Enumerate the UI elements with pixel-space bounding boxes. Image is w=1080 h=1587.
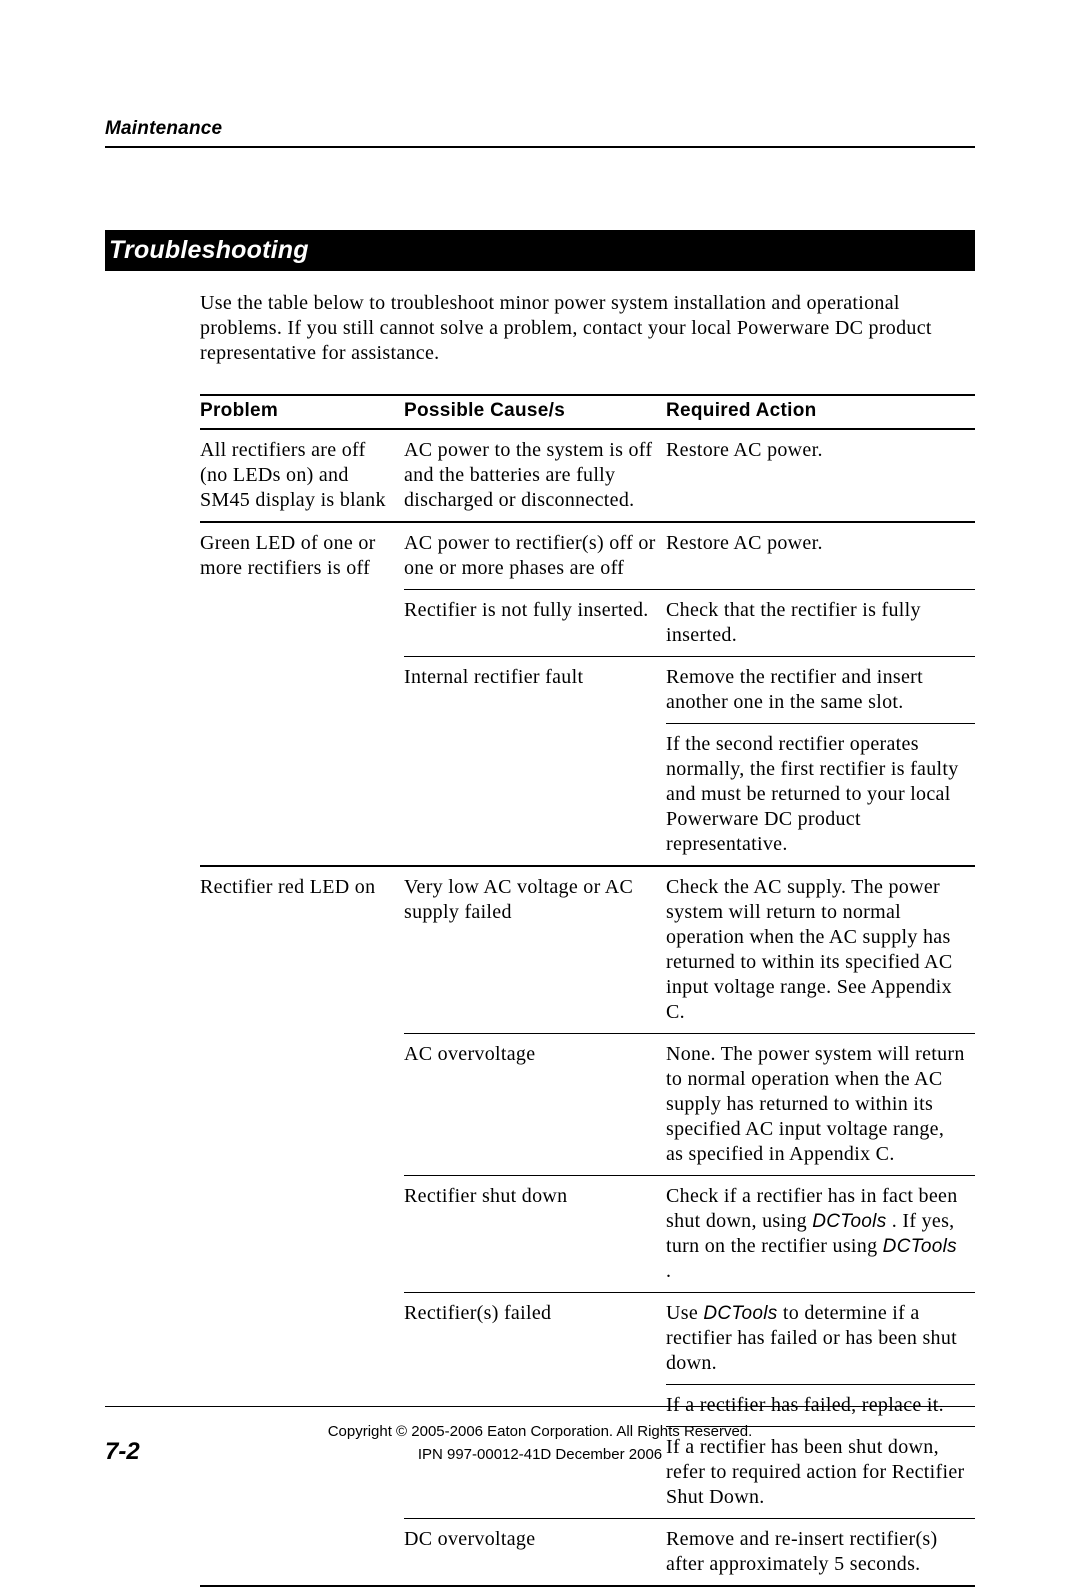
cell-cause: Very low AC voltage or AC supply failed bbox=[404, 866, 666, 1034]
col-header-problem: Problem bbox=[200, 395, 404, 429]
cell-cause: Rectifier(s) failed bbox=[404, 1293, 666, 1385]
cell-cause: Rectifier is not fully inserted. bbox=[404, 590, 666, 657]
table-row: AC overvoltageNone. The power system wil… bbox=[200, 1034, 975, 1176]
footer-rule bbox=[105, 1406, 975, 1407]
cell-cause: AC power to the system is off and the ba… bbox=[404, 429, 666, 522]
cell-action: Remove the rectifier and insert another … bbox=[666, 657, 975, 724]
table-header-row: Problem Possible Cause/s Required Action bbox=[200, 395, 975, 429]
cell-cause: DC overvoltage bbox=[404, 1519, 666, 1587]
section-label: Maintenance bbox=[105, 118, 975, 140]
cell-problem bbox=[200, 1519, 404, 1587]
cell-problem: Rectifier red LED on bbox=[200, 866, 404, 1034]
cell-cause bbox=[404, 724, 666, 867]
table-row: DC overvoltageRemove and re-insert recti… bbox=[200, 1519, 975, 1587]
col-header-cause: Possible Cause/s bbox=[404, 395, 666, 429]
cell-action: Check that the rectifier is fully insert… bbox=[666, 590, 975, 657]
cell-cause: AC overvoltage bbox=[404, 1034, 666, 1176]
table-row: All rectifiers are off (no LEDs on) and … bbox=[200, 429, 975, 522]
table-row: Rectifier(s) failedUse DCTools to determ… bbox=[200, 1293, 975, 1385]
footer-text: Copyright © 2005-2006 Eaton Corporation.… bbox=[105, 1421, 975, 1466]
cell-action: Check if a rectifier has in fact been sh… bbox=[666, 1176, 975, 1293]
cell-action: Check the AC supply. The power system wi… bbox=[666, 866, 975, 1034]
cell-action: If the second rectifier operates normall… bbox=[666, 724, 975, 867]
cell-problem: All rectifiers are off (no LEDs on) and … bbox=[200, 429, 404, 522]
table-row: Green LED of one or more rectifiers is o… bbox=[200, 522, 975, 590]
ipn-line: IPN 997-00012-41D December 2006 bbox=[105, 1444, 975, 1467]
cell-action: None. The power system will return to no… bbox=[666, 1034, 975, 1176]
table-row: Rectifier red LED onVery low AC voltage … bbox=[200, 866, 975, 1034]
cell-problem bbox=[200, 724, 404, 867]
cell-problem bbox=[200, 1034, 404, 1176]
page-header: Maintenance bbox=[105, 118, 975, 148]
cell-problem bbox=[200, 1293, 404, 1385]
header-rule bbox=[105, 146, 975, 148]
cell-cause: AC power to rectifier(s) off or one or m… bbox=[404, 522, 666, 590]
page-footer: Copyright © 2005-2006 Eaton Corporation.… bbox=[105, 1406, 975, 1466]
intro-paragraph: Use the table below to troubleshoot mino… bbox=[200, 291, 975, 366]
cell-problem: Green LED of one or more rectifiers is o… bbox=[200, 522, 404, 590]
cell-cause: Internal rectifier fault bbox=[404, 657, 666, 724]
table-row: Internal rectifier faultRemove the recti… bbox=[200, 657, 975, 724]
section-title-bar: Troubleshooting bbox=[105, 230, 975, 271]
copyright-line: Copyright © 2005-2006 Eaton Corporation.… bbox=[105, 1421, 975, 1444]
cell-action: Use DCTools to determine if a rectifier … bbox=[666, 1293, 975, 1385]
table-row: Rectifier is not fully inserted.Check th… bbox=[200, 590, 975, 657]
cell-action: Restore AC power. bbox=[666, 522, 975, 590]
cell-action: Restore AC power. bbox=[666, 429, 975, 522]
cell-cause: Rectifier shut down bbox=[404, 1176, 666, 1293]
page-number: 7-2 bbox=[105, 1438, 140, 1466]
cell-problem bbox=[200, 1176, 404, 1293]
cell-problem bbox=[200, 657, 404, 724]
cell-problem bbox=[200, 590, 404, 657]
table-row: Rectifier shut downCheck if a rectifier … bbox=[200, 1176, 975, 1293]
col-header-action: Required Action bbox=[666, 395, 975, 429]
table-row: If the second rectifier operates normall… bbox=[200, 724, 975, 867]
cell-action: Remove and re-insert rectifier(s) after … bbox=[666, 1519, 975, 1587]
document-page: Maintenance Troubleshooting Use the tabl… bbox=[0, 0, 1080, 1528]
